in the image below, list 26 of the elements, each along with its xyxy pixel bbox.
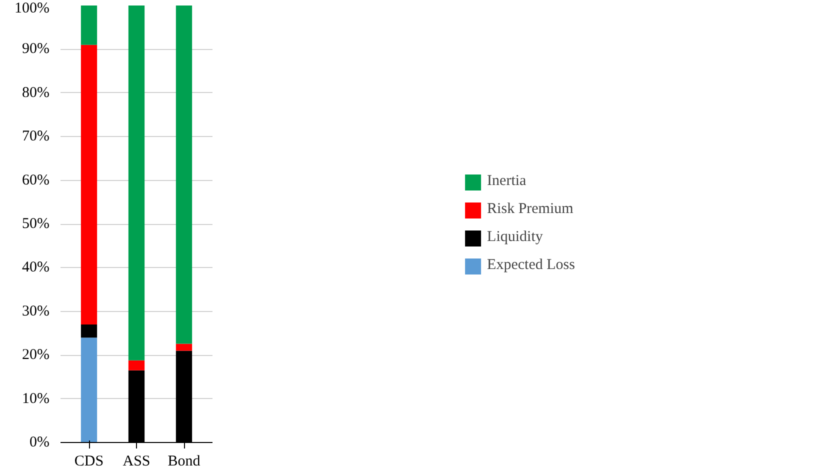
- bar: [128, 6, 145, 360]
- legend-label: Risk Premium: [487, 201, 574, 218]
- y-tick-label: 30%: [22, 303, 50, 320]
- y-tick-label: 40%: [22, 260, 50, 276]
- bar: [176, 6, 192, 344]
- legend-label: Inertia: [487, 173, 526, 190]
- bar: [80, 324, 98, 338]
- x-tick-label: Bond: [168, 454, 201, 470]
- y-tick-label: 20%: [22, 347, 50, 364]
- x-tick-label: CDS: [74, 454, 104, 470]
- bar: [80, 338, 98, 442]
- y-tick-label: 80%: [22, 84, 50, 101]
- legend-label: Expected Loss: [487, 257, 575, 274]
- y-tick-label: 50%: [22, 216, 50, 232]
- x-tick-label: ASS: [122, 454, 150, 470]
- bar: [80, 6, 98, 45]
- bar: [128, 360, 145, 370]
- y-tick-label: 70%: [22, 128, 50, 145]
- y-tick-label: 60%: [22, 172, 50, 188]
- y-tick-label: 100%: [14, 0, 50, 16]
- y-tick-label: 0%: [30, 434, 50, 450]
- legend-label: Liquidity: [487, 229, 543, 246]
- y-tick-label: 90%: [22, 41, 50, 58]
- bar: [80, 44, 98, 325]
- y-tick-label: 10%: [22, 390, 50, 407]
- bar: [176, 344, 192, 351]
